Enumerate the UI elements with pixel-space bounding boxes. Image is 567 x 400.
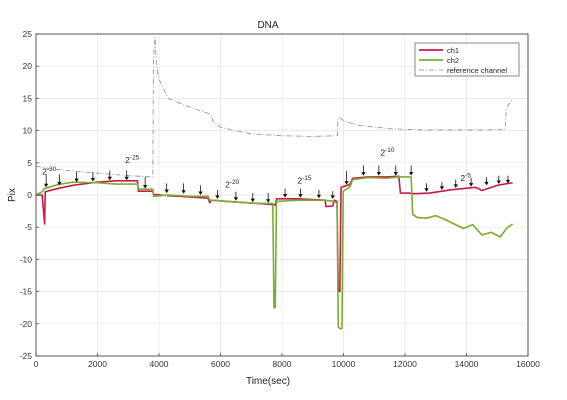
arrow-layer <box>43 165 511 203</box>
arrow-head <box>453 184 458 188</box>
arrow-head <box>282 194 288 198</box>
legend-entry: ch1 <box>447 46 459 55</box>
arrow-head <box>265 199 271 203</box>
arrow-head <box>361 172 366 176</box>
arrow-head <box>57 181 62 186</box>
dilution-label: 2-15 <box>297 175 312 186</box>
arrow-head <box>439 186 445 190</box>
x-tick-label: 16000 <box>516 359 540 369</box>
y-tick-label: 0 <box>27 190 32 200</box>
y-tick-label: -10 <box>20 254 33 264</box>
arrow-head <box>181 190 186 194</box>
arrow-head <box>90 177 96 182</box>
x-tick-label: 12000 <box>393 359 417 369</box>
arrow-head <box>233 197 239 201</box>
x-axis-label: Time(sec) <box>246 376 290 387</box>
arrow-head <box>468 183 474 187</box>
arrow-head <box>298 194 303 198</box>
y-axis-ticks: -25 -20 -15 -10 -5 0 5 10 15 20 25 <box>20 29 39 361</box>
arrow-head <box>393 172 398 176</box>
y-axis-label: Pix <box>7 188 18 202</box>
arrow-head <box>43 183 49 188</box>
series-line-1 <box>36 175 513 293</box>
y-tick-label: -5 <box>24 222 32 232</box>
arrow-head <box>74 178 79 183</box>
legend-entry: ch2 <box>447 56 459 65</box>
arrow-head <box>250 198 255 203</box>
x-tick-label: 10000 <box>332 359 356 369</box>
chart-title: DNA <box>257 20 278 31</box>
x-tick-label: 0 <box>34 359 39 369</box>
dilution-label: 2-20 <box>225 179 240 190</box>
arrow-head <box>215 195 220 199</box>
x-tick-label: 6000 <box>211 359 230 369</box>
arrow-head <box>344 181 349 185</box>
y-tick-label: 20 <box>23 61 33 71</box>
arrow-head <box>330 195 335 199</box>
arrow-head <box>142 185 148 189</box>
arrow-head <box>376 172 382 176</box>
x-tick-label: 4000 <box>150 359 169 369</box>
arrow-head <box>496 180 501 185</box>
series-line-2 <box>35 176 514 330</box>
dilution-label: 2-30 <box>42 166 57 177</box>
arrow-head <box>408 172 414 176</box>
arrow-head <box>316 194 322 199</box>
y-tick-label: -15 <box>20 287 33 297</box>
arrow-head <box>124 176 129 181</box>
x-axis-ticks: 0 2000 4000 6000 8000 10000 12000 14000 16000 <box>34 353 540 369</box>
arrow-head <box>107 176 112 181</box>
dilution-label: 2-10 <box>380 147 395 158</box>
arrow-head <box>424 188 429 192</box>
dilution-label: 2-5 <box>460 172 471 183</box>
series-line-3 <box>35 36 513 178</box>
y-tick-label: 5 <box>27 158 32 168</box>
y-tick-label: 10 <box>23 126 33 136</box>
y-tick-label: -25 <box>20 351 33 361</box>
arrow-head <box>198 191 203 195</box>
y-tick-label: -20 <box>20 319 33 329</box>
x-tick-label: 2000 <box>88 359 107 369</box>
y-tick-label: 15 <box>23 93 33 103</box>
dilution-label: 2-25 <box>125 154 140 165</box>
arrow-head <box>164 189 169 194</box>
series-layer <box>35 36 514 330</box>
arrow-head <box>484 181 489 186</box>
x-tick-label: 14000 <box>455 359 479 369</box>
y-tick-label: 25 <box>23 29 33 39</box>
annotation-layer: 2-30 2-25 2-20 2-15 2-10 2-5 <box>42 147 471 189</box>
legend-entry: reference channel <box>447 66 507 75</box>
x-tick-label: 8000 <box>273 359 292 369</box>
arrow-head <box>505 179 511 184</box>
